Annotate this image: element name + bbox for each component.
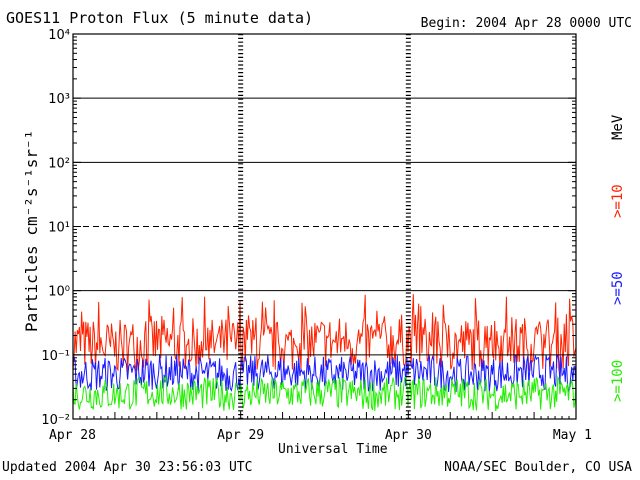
begin-time: Begin: 2004 Apr 28 0000 UTC bbox=[420, 16, 632, 31]
y-axis-label: Particles cm⁻²s⁻¹sr⁻¹ bbox=[22, 129, 41, 332]
series-line-1 bbox=[72, 354, 577, 393]
series-line-0 bbox=[72, 294, 577, 373]
series-line-2 bbox=[72, 375, 577, 412]
series-label-ge50: >=50 bbox=[610, 271, 626, 305]
tick-layer: 10⁻² 10⁻¹ 10⁰ 10¹ 10² 10³ 10⁴ Apr 28 Apr 29 Apr 3… bbox=[41, 28, 592, 443]
series-label-ge100: >=100 bbox=[610, 359, 626, 402]
series-layer bbox=[72, 294, 577, 412]
plot-frame bbox=[72, 33, 577, 420]
credit-label: NOAA/SEC Boulder, CO USA bbox=[444, 460, 632, 475]
x-tick-label: Apr 29 bbox=[217, 428, 264, 443]
updated-timestamp: Updated 2004 Apr 30 23:56:03 UTC bbox=[2, 460, 253, 475]
y-tick-label: 10⁰ bbox=[48, 285, 70, 300]
chart-title: GOES11 Proton Flux (5 minute data) bbox=[6, 9, 314, 27]
units-label: MeV bbox=[610, 114, 626, 140]
y-tick-label: 10³ bbox=[48, 92, 70, 107]
x-tick-label: Apr 30 bbox=[385, 428, 432, 443]
y-tick-label: 10² bbox=[48, 156, 70, 171]
y-tick-label: 10¹ bbox=[48, 221, 70, 236]
x-axis-label: Universal Time bbox=[278, 442, 388, 457]
series-label-ge10: >=10 bbox=[610, 184, 626, 218]
y-tick-label: 10⁻² bbox=[41, 413, 70, 428]
y-tick-label: 10⁴ bbox=[48, 28, 70, 43]
y-tick-label: 10⁻¹ bbox=[41, 349, 70, 364]
x-tick-label: Apr 28 bbox=[49, 428, 96, 443]
grid-layer bbox=[73, 34, 576, 419]
x-tick-label: May 1 bbox=[553, 428, 592, 443]
